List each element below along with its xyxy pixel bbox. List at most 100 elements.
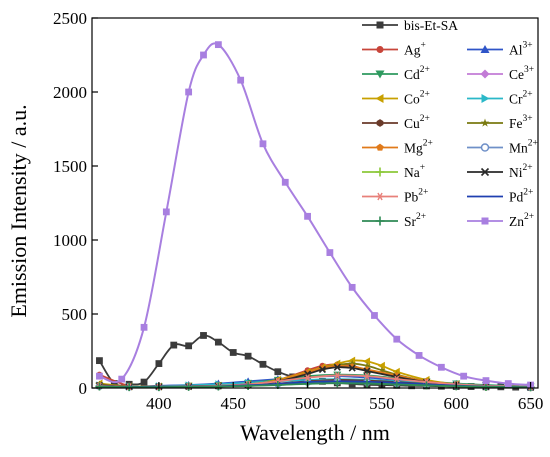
y-tick-label: 2000	[53, 83, 87, 102]
legend-marker	[480, 167, 490, 177]
y-tick-label: 2500	[53, 9, 87, 28]
data-point	[334, 372, 341, 379]
data-point	[125, 383, 134, 392]
legend: bis-Et-SA Ag+ Al3+ Cd2+ Ce3+ Co2+ Cr2+ Cu2+ Fe3+…	[362, 18, 538, 229]
legend-marker	[376, 21, 384, 29]
plot-frame	[91, 17, 539, 389]
legend-label: Mg2+	[404, 139, 433, 156]
data-point	[95, 382, 104, 391]
data-point	[185, 88, 193, 96]
data-point	[281, 178, 289, 186]
legend-label: Na+	[404, 163, 425, 180]
data-point	[392, 380, 401, 389]
legend-label: Cr2+	[509, 90, 533, 107]
legend-label: Cu2+	[404, 114, 430, 131]
data-point	[184, 382, 193, 391]
legend-marker	[376, 119, 384, 127]
legend-label: Sr2+	[404, 212, 426, 229]
legend-entry-mn2plus: Mn2+	[467, 139, 538, 156]
legend-marker	[481, 217, 489, 225]
data-point	[274, 368, 282, 376]
data-point	[481, 382, 490, 391]
legend-entry-agplus: Ag+	[362, 41, 426, 58]
data-point	[504, 380, 512, 387]
data-point	[200, 51, 207, 59]
data-point	[155, 360, 163, 367]
legend-label: Ce3+	[509, 65, 534, 82]
data-point	[333, 379, 342, 388]
legend-entry-pb2plus: Pb2+	[362, 188, 428, 205]
data-point	[333, 363, 341, 371]
series-zn2plus	[96, 41, 534, 389]
data-point	[363, 361, 371, 369]
data-point	[318, 365, 326, 374]
y-axis: 0 500 1000 1500 2000 2500	[53, 9, 98, 398]
y-axis-label: Emission Intensity / a.u.	[6, 104, 31, 317]
data-point	[162, 208, 170, 216]
data-point	[378, 366, 386, 374]
data-point	[348, 359, 356, 367]
legend-marker	[376, 143, 384, 151]
x-axis-label: Wavelength / nm	[240, 420, 390, 445]
y-tick-label: 1500	[53, 157, 87, 176]
data-point	[118, 375, 126, 383]
legend-label: Al3+	[509, 41, 533, 58]
data-point	[185, 342, 193, 350]
data-point	[200, 332, 207, 339]
data-point	[437, 363, 445, 371]
y-tick-label: 0	[79, 379, 88, 398]
series-line	[99, 42, 531, 387]
data-point	[170, 341, 178, 349]
x-tick-label: 450	[220, 394, 246, 413]
legend-marker	[480, 45, 490, 53]
data-point	[363, 367, 371, 375]
legend-entry-al3plus: Al3+	[467, 41, 533, 58]
legend-marker	[481, 94, 490, 103]
legend-entry-cr2plus: Cr2+	[467, 90, 533, 107]
data-point	[304, 212, 311, 220]
x-tick-label: 650	[518, 394, 544, 413]
data-point	[96, 357, 103, 365]
data-point	[460, 372, 468, 380]
data-point	[140, 378, 148, 386]
y-tick-label: 500	[62, 305, 88, 324]
legend-entry-cu2plus: Cu2+	[362, 114, 430, 131]
data-point	[482, 377, 490, 384]
data-point	[244, 352, 252, 360]
data-point	[304, 370, 312, 378]
legend-marker	[375, 94, 384, 103]
legend-label: Cd2+	[404, 65, 430, 82]
data-point	[364, 372, 371, 380]
data-point	[393, 375, 400, 383]
legend-entry-naplus: Na+	[362, 163, 425, 180]
legend-label: Co2+	[404, 90, 430, 107]
legend-marker	[375, 70, 385, 79]
data-point	[259, 360, 267, 368]
data-point	[237, 76, 245, 84]
legend-entry-bis-et-sa: bis-Et-SA	[362, 18, 458, 33]
legend-entry-mg2plus: Mg2+	[362, 139, 433, 156]
x-tick-label: 600	[443, 394, 469, 413]
legend-marker	[480, 69, 490, 79]
legend-entry-cd2plus: Cd2+	[362, 65, 430, 82]
legend-entry-ce3plus: Ce3+	[467, 65, 534, 82]
legend-entry-sr2plus: Sr2+	[362, 212, 426, 229]
legend-marker	[480, 118, 490, 127]
data-point	[377, 361, 385, 370]
data-point	[348, 283, 356, 291]
legend-entry-zn2plus: Zn2+	[467, 212, 534, 229]
data-point	[110, 380, 118, 387]
legend-label: Pd2+	[509, 188, 533, 205]
legend-label: Ag+	[404, 41, 426, 58]
data-point	[363, 379, 372, 388]
legend-marker	[480, 143, 490, 152]
x-axis: 400 450 500 550 600 650	[146, 382, 543, 413]
y-tick-label: 1000	[53, 231, 87, 250]
data-point	[229, 349, 237, 356]
legend-entry-fe3plus: Fe3+	[467, 114, 533, 131]
legend-marker	[375, 167, 385, 177]
data-point	[393, 335, 401, 343]
x-tick-label: 550	[369, 394, 395, 413]
data-point	[140, 323, 148, 331]
